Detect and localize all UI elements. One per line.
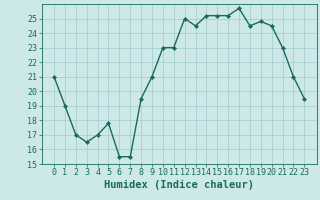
X-axis label: Humidex (Indice chaleur): Humidex (Indice chaleur) bbox=[104, 180, 254, 190]
